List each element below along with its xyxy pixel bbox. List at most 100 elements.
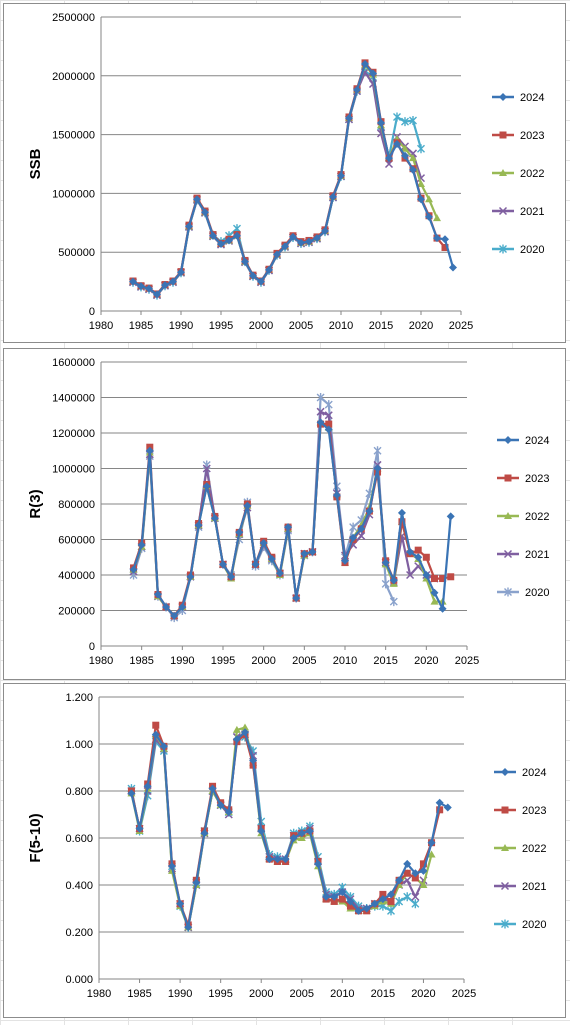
x-tick-label: 2010 [333, 655, 357, 667]
legend-label-2024: 2024 [522, 767, 546, 779]
x-tick-label: 1980 [87, 988, 111, 1000]
data-point-2024 [330, 892, 339, 901]
legend: 2024 2023 2022 2021 2020 [497, 435, 549, 599]
data-point-2024 [170, 611, 179, 620]
series-2020 [129, 393, 398, 623]
data-point-2024 [441, 235, 449, 244]
data-point-2020 [387, 906, 395, 916]
data-point-2024 [251, 560, 260, 569]
data-point-2024 [129, 565, 138, 574]
data-point-2024 [446, 512, 455, 521]
legend-label-2021: 2021 [525, 549, 549, 561]
data-point-2024 [389, 576, 398, 585]
series-2024 [129, 60, 457, 299]
y-axis-title: F(5-10) [27, 813, 44, 862]
data-point-2024 [345, 114, 353, 123]
data-point-2024 [349, 533, 358, 542]
data-point-2023 [338, 895, 346, 903]
data-point-2024 [249, 271, 257, 280]
y-tick-label: 200000 [58, 606, 95, 618]
data-point-2024 [137, 282, 145, 291]
data-point-2024 [137, 540, 146, 549]
legend-marker-2022 [499, 169, 507, 176]
series-2024 [127, 728, 452, 932]
data-point-2024 [210, 514, 219, 523]
data-point-2022 [427, 850, 436, 858]
series-2024 [129, 418, 455, 620]
x-tick-label: 2005 [292, 655, 316, 667]
y-tick-label: 2500000 [52, 12, 95, 24]
series-line-2020 [132, 396, 395, 619]
y-axis-title: R(3) [27, 489, 44, 518]
data-point-2023 [430, 575, 438, 583]
x-tick-label: 1985 [129, 320, 153, 332]
data-point-2024 [219, 560, 227, 569]
data-point-2024 [322, 892, 331, 901]
x-tick-label: 1990 [168, 988, 192, 1000]
data-point-2021 [411, 892, 420, 901]
data-point-2024 [249, 756, 258, 765]
legend: 2024 2023 2022 2021 2020 [494, 767, 546, 931]
x-tick-label: 2015 [369, 320, 393, 332]
data-point-2024 [433, 234, 441, 243]
x-tick-label: 2010 [330, 988, 354, 1000]
data-point-2024 [435, 798, 444, 807]
series-line-2022 [132, 64, 439, 296]
y-tick-label: 2000000 [52, 71, 95, 83]
legend-label-2023: 2023 [525, 473, 549, 485]
x-tick-label: 2025 [455, 655, 479, 667]
data-point-2024 [425, 212, 433, 221]
y-tick-label: 0.600 [65, 833, 93, 845]
y-tick-label: 1.200 [65, 692, 93, 704]
data-point-2024 [395, 876, 404, 885]
data-point-2021 [202, 464, 211, 473]
legend-marker-2021 [500, 881, 510, 891]
data-point-2024 [129, 277, 137, 286]
data-point-2024 [201, 208, 209, 217]
data-point-2024 [265, 855, 274, 864]
x-tick-label: 1980 [89, 655, 113, 667]
data-point-2024 [289, 232, 297, 241]
series-2023 [127, 721, 444, 929]
legend-marker-2024 [499, 93, 507, 101]
data-point-2020 [316, 393, 325, 402]
data-point-2024 [145, 446, 154, 455]
chart-panel-f510[interactable]: 0.000 0.200 0.400 0.600 0.800 1.000 1.200 1980 1… [3, 683, 566, 1018]
data-point-2024 [281, 855, 290, 864]
data-point-2020 [403, 892, 412, 902]
data-point-2024 [209, 231, 217, 240]
x-tick-label: 2000 [251, 655, 275, 667]
data-point-2023 [152, 721, 160, 729]
y-tick-label: 400000 [58, 570, 95, 582]
x-tick-label: 1985 [127, 988, 151, 1000]
data-point-2024 [329, 192, 337, 201]
legend-label-2023: 2023 [522, 805, 546, 817]
data-point-2024 [305, 826, 314, 835]
data-point-2024 [241, 728, 249, 737]
chart-panel-r3[interactable]: 0 200000 400000 600000 800000 1000000 1200000 1… [3, 348, 566, 680]
x-tick-label: 1995 [209, 320, 233, 332]
data-point-2024 [316, 418, 325, 427]
y-tick-label: 0.200 [65, 927, 93, 939]
legend-label-2022: 2022 [520, 168, 544, 180]
y-tick-label: 0.000 [65, 974, 93, 986]
data-point-2024 [443, 803, 452, 812]
chart-panel-ssb[interactable]: 0 500000 1000000 1500000 2000000 2500000 1980 1… [3, 3, 566, 343]
data-point-2024 [369, 69, 377, 78]
y-tick-label: 1400000 [52, 393, 95, 405]
legend-marker-2020 [501, 919, 509, 929]
x-tick-label: 2020 [414, 655, 438, 667]
data-point-2024 [202, 482, 211, 491]
x-tick-label: 1995 [208, 988, 232, 1000]
data-point-2024 [161, 281, 169, 290]
data-point-2024 [297, 829, 306, 838]
data-point-2023 [330, 897, 338, 905]
legend-marker-2021 [503, 549, 513, 559]
data-point-2024 [178, 602, 187, 611]
legend-marker-2023 [504, 474, 512, 482]
x-tick-label: 2015 [371, 988, 395, 1000]
series-line-2020 [130, 735, 417, 929]
data-point-2024 [275, 569, 284, 578]
x-tick-label: 1980 [89, 320, 113, 332]
data-point-2020 [349, 522, 358, 532]
